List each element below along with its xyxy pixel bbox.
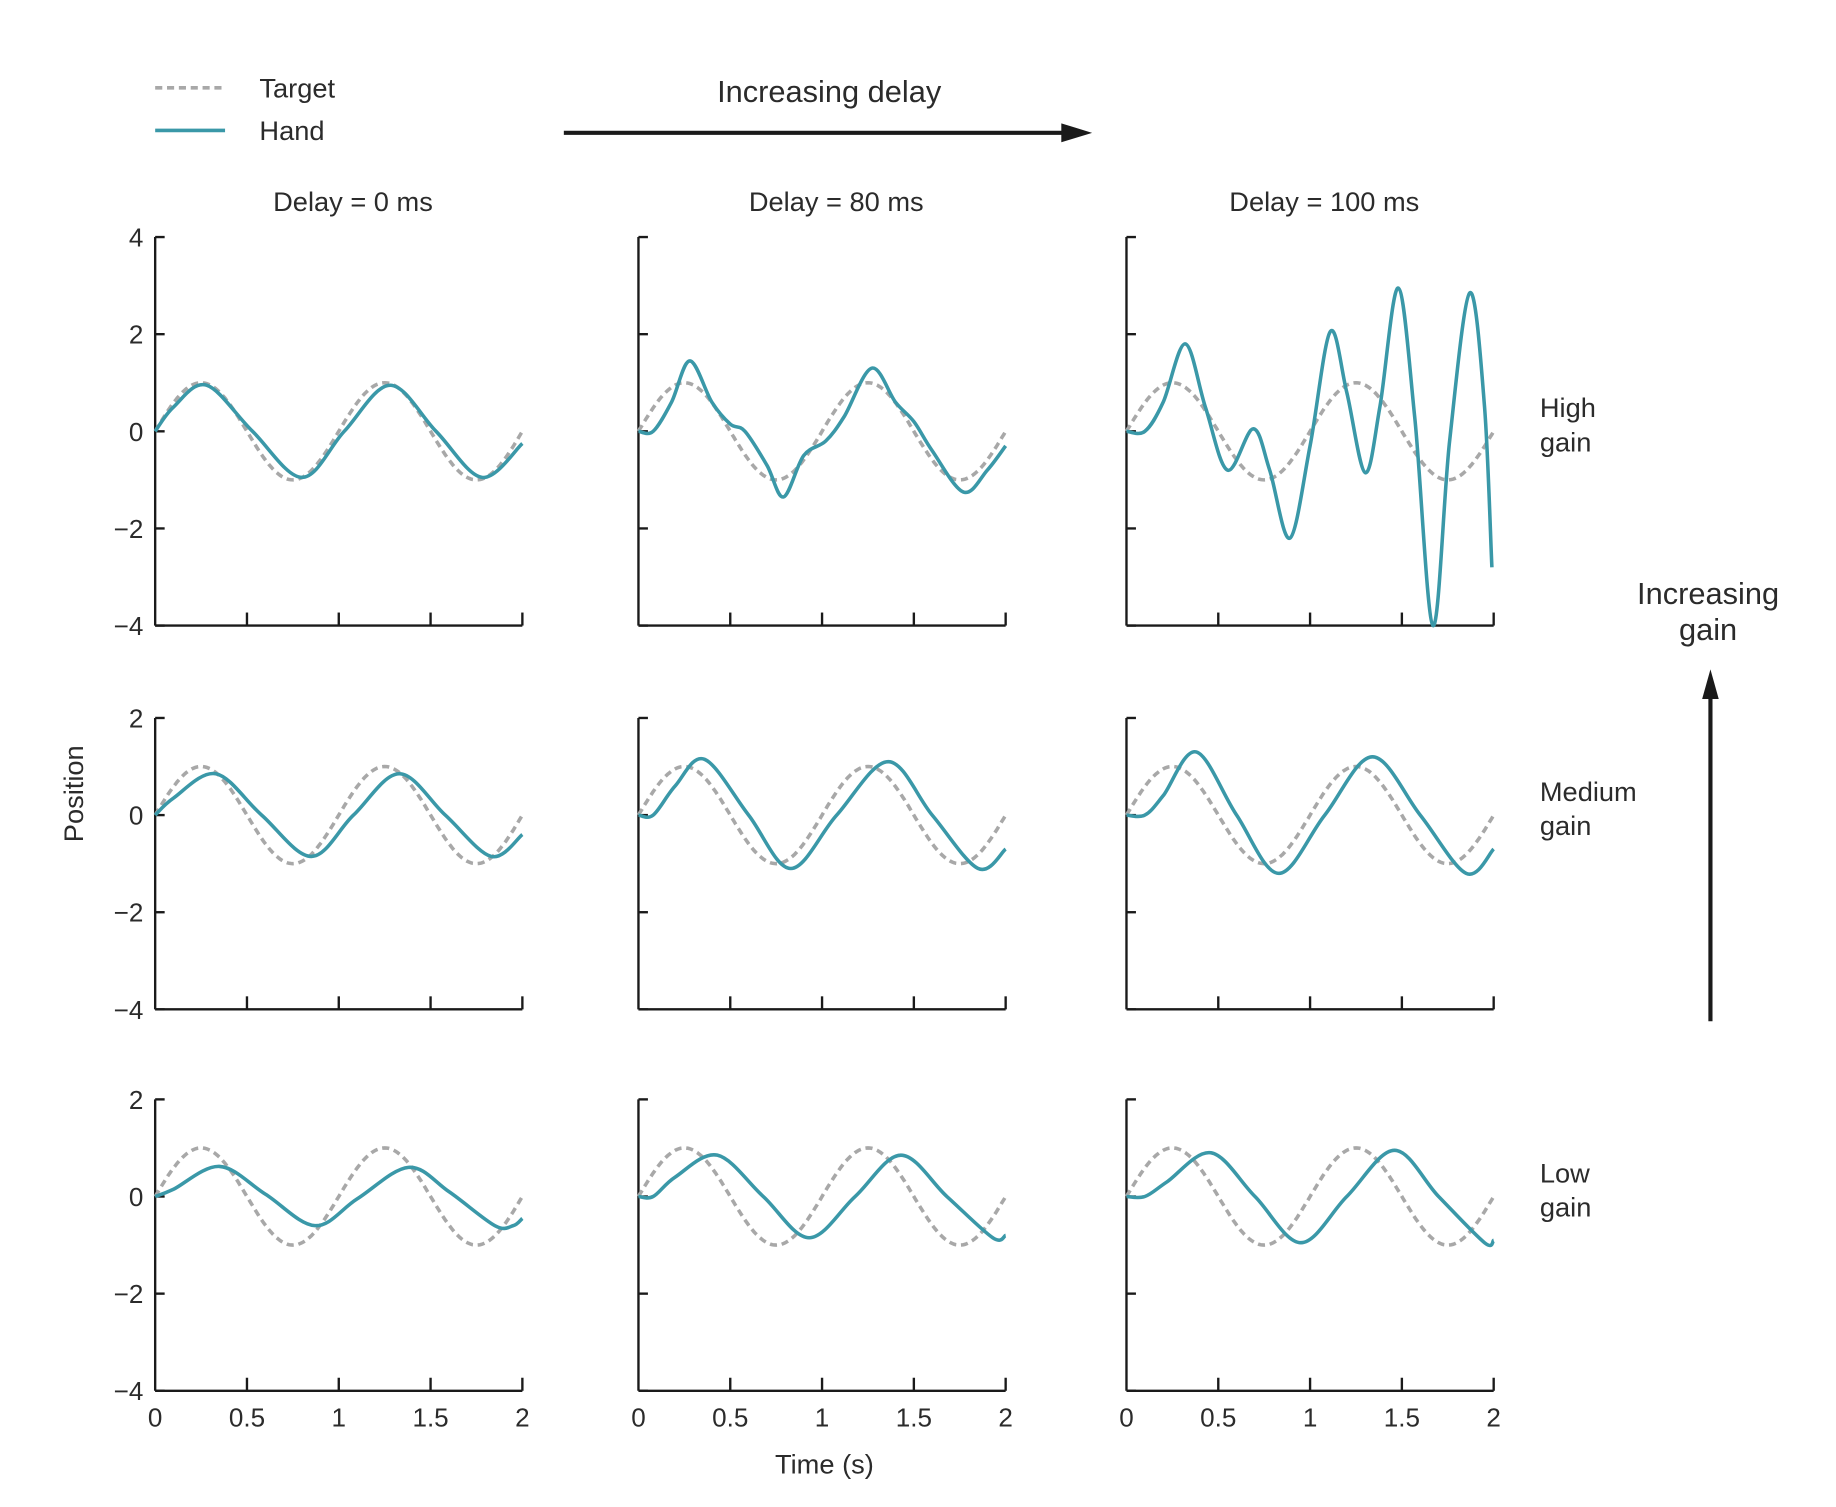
x-tick-label: 2 xyxy=(1486,1402,1501,1432)
column-title-2: Delay = 100 ms xyxy=(1229,186,1419,217)
row-label-2-line2: gain xyxy=(1540,1192,1592,1223)
y-tick-label: −2 xyxy=(114,1279,144,1309)
panel-r0-c0: 4 2 0 −2 −4 xyxy=(114,223,524,641)
x-tick-label: 0 xyxy=(148,1402,163,1432)
legend: Target Hand xyxy=(155,72,336,146)
hand-line xyxy=(638,1153,1007,1242)
panel-r1-c2 xyxy=(1124,716,1496,1011)
panel-r2-c0: 20−2−40 0.5 1 1.5 2 xyxy=(114,1085,530,1432)
target-line xyxy=(636,764,1008,866)
panel-r0-c2 xyxy=(1124,235,1496,628)
x-tick-label: 0 xyxy=(1119,1402,1134,1432)
row-label-2-line1: Low xyxy=(1540,1157,1590,1188)
panels: Delay = 0 ms Delay = 80 ms Delay = 100 ms H… xyxy=(114,186,1637,1432)
x-tick-label: 1 xyxy=(815,1402,830,1432)
target-line xyxy=(1124,764,1496,866)
x-tick-label: 2 xyxy=(515,1402,530,1432)
hand-line xyxy=(153,771,524,859)
target-line xyxy=(1124,380,1496,482)
y-tick-label: 0 xyxy=(129,801,144,831)
x-tick-label: 0.5 xyxy=(1200,1402,1236,1432)
x-tick-label: 1 xyxy=(1303,1402,1318,1432)
target-line xyxy=(153,764,524,866)
panel-r0-c1 xyxy=(636,235,1008,627)
x-tick-label: 2 xyxy=(998,1402,1013,1432)
x-tick-label: 0 xyxy=(631,1402,646,1432)
target-line xyxy=(636,380,1008,482)
x-tick-label: 0.5 xyxy=(229,1402,265,1432)
x-axis-label: Time (s) xyxy=(775,1449,874,1480)
y-tick-label: 2 xyxy=(129,703,144,733)
y-tick-label: 2 xyxy=(129,1085,144,1115)
increasing-gain-label-2: gain xyxy=(1679,612,1737,647)
legend-target-label: Target xyxy=(259,72,335,103)
increasing-delay-label: Increasing delay xyxy=(717,74,942,109)
y-tick-label: −4 xyxy=(114,995,144,1025)
y-tick-label: 0 xyxy=(129,417,144,447)
hand-line xyxy=(1126,750,1496,876)
panel-r2-c2: 0 0.5 1 1.5 2 xyxy=(1119,1098,1501,1432)
hand-line xyxy=(638,756,1007,872)
increasing-gain-label-1: Increasing xyxy=(1637,576,1779,611)
x-tick-label: 1.5 xyxy=(412,1402,448,1432)
column-title-1: Delay = 80 ms xyxy=(749,186,924,217)
x-tick-label: 1 xyxy=(332,1402,347,1432)
y-axis-label: Position xyxy=(58,745,89,842)
gain-arrow xyxy=(1702,669,1719,1022)
target-line xyxy=(636,1146,1008,1247)
hand-line xyxy=(1126,1148,1495,1248)
x-tick-label: 1.5 xyxy=(896,1402,932,1432)
row-label-0-line1: High xyxy=(1540,392,1596,423)
hand-line xyxy=(153,382,524,480)
x-tick-label: 1.5 xyxy=(1384,1402,1420,1432)
y-tick-label: −4 xyxy=(114,1376,144,1406)
panel-r2-c1: 0 0.5 1 1.5 2 xyxy=(631,1098,1013,1432)
target-line xyxy=(1124,1146,1496,1247)
x-tick-label: 0.5 xyxy=(712,1402,748,1432)
hand-line xyxy=(638,359,1008,499)
panel-r1-c1 xyxy=(636,716,1008,1011)
column-title-0: Delay = 0 ms xyxy=(273,186,433,217)
target-line xyxy=(153,1146,524,1247)
y-tick-label: 0 xyxy=(129,1182,144,1212)
hand-line xyxy=(1126,286,1494,628)
y-tick-label: 2 xyxy=(129,320,144,350)
row-label-0-line2: gain xyxy=(1540,426,1592,457)
y-tick-label: −4 xyxy=(114,611,144,641)
y-tick-label: −2 xyxy=(114,514,144,544)
panel-r1-c0: 2 0 −2 −4 xyxy=(114,703,524,1025)
hand-line xyxy=(154,1164,524,1231)
delay-arrow xyxy=(563,123,1093,143)
y-tick-label: −2 xyxy=(114,898,144,928)
row-label-1-line1: Medium xyxy=(1540,776,1637,807)
legend-hand-label: Hand xyxy=(259,115,324,146)
target-line xyxy=(153,380,524,482)
row-label-1-line2: gain xyxy=(1540,810,1592,841)
y-tick-label: 4 xyxy=(129,223,144,253)
